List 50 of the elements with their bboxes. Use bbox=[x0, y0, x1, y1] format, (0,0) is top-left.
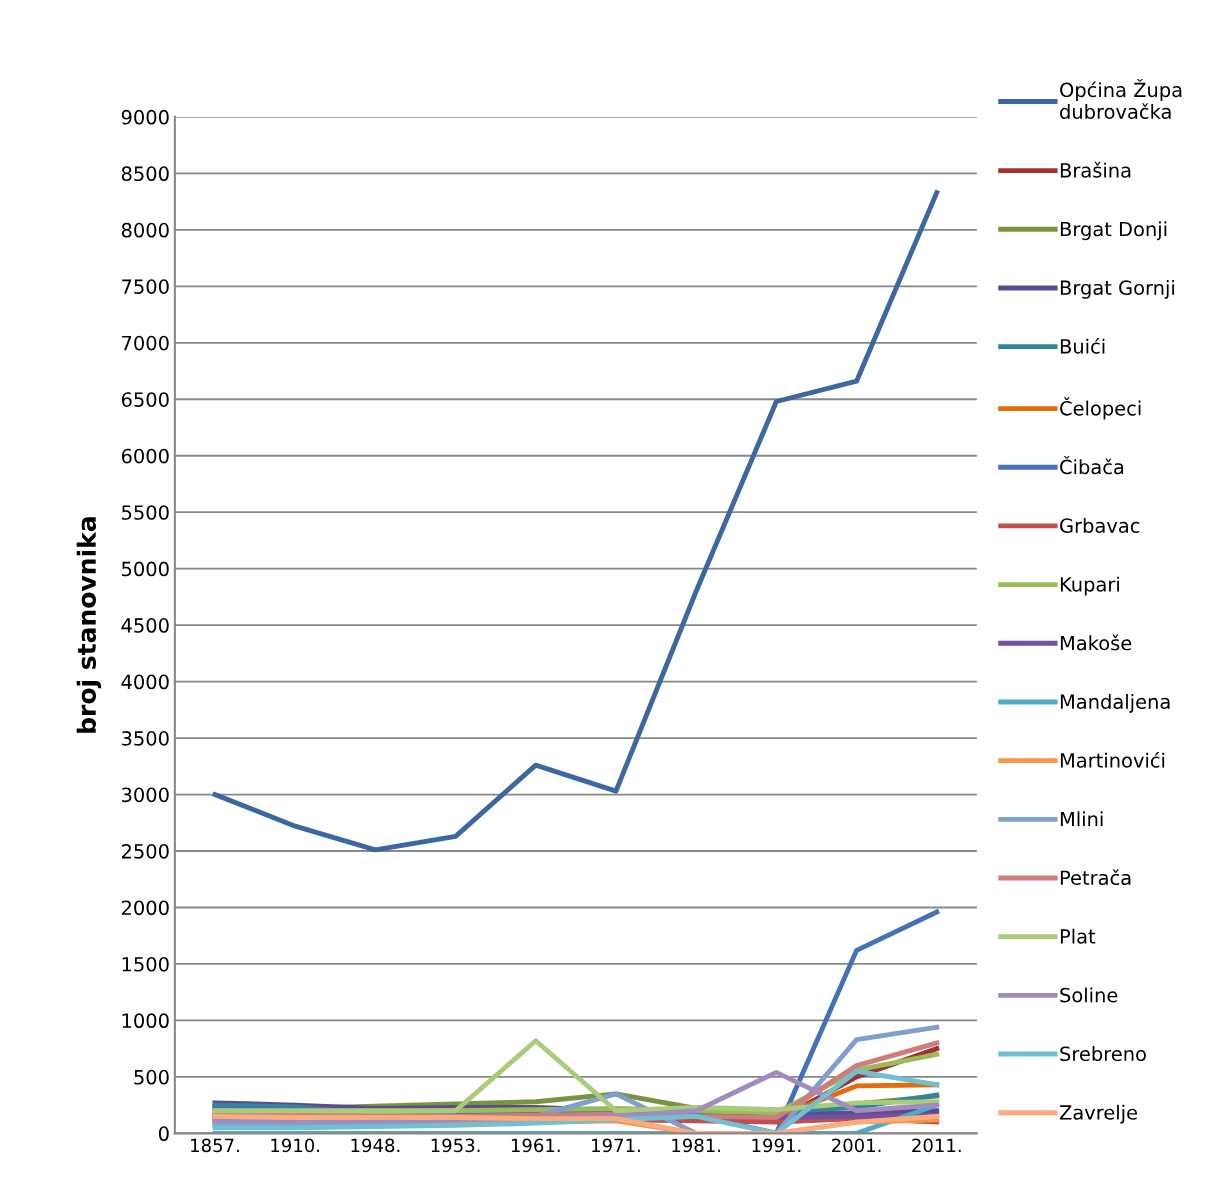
y-tick-label: 2500 bbox=[121, 843, 169, 859]
legend-label: Martinovići bbox=[1060, 751, 1165, 768]
legend-label: Makoše bbox=[1060, 634, 1132, 651]
legend-label: Mandaljena bbox=[1060, 693, 1170, 713]
legend-label: Brgat Donji bbox=[1060, 221, 1167, 241]
y-tick-label: 3000 bbox=[122, 787, 169, 803]
y-axis-title: broj stanovnika bbox=[76, 517, 102, 733]
x-tick-label: 1953. bbox=[431, 1138, 480, 1153]
legend-label: Petrača bbox=[1060, 869, 1131, 886]
legend-label: Srebreno bbox=[1060, 1046, 1146, 1062]
y-tick-label: 1500 bbox=[122, 956, 169, 972]
line-series bbox=[212, 190, 940, 853]
x-tick-label: 2001. bbox=[832, 1138, 881, 1153]
x-tick-label: 1961. bbox=[511, 1138, 560, 1153]
y-tick-label: 5500 bbox=[122, 505, 169, 520]
y-tick-label: 1000 bbox=[122, 1013, 169, 1029]
legend-label: Kupari bbox=[1060, 576, 1119, 596]
x-tick-label: 2011. bbox=[912, 1138, 961, 1153]
x-tick-label: 1991. bbox=[752, 1138, 801, 1153]
legend-label: Buići bbox=[1060, 337, 1105, 354]
x-tick-label: 1910. bbox=[271, 1138, 320, 1153]
y-tick-label: 8500 bbox=[121, 166, 169, 182]
y-tick-label: 500 bbox=[134, 1069, 169, 1085]
y-tick-label: 0 bbox=[158, 1126, 169, 1142]
legend-label: Čelopeci bbox=[1060, 397, 1141, 420]
line-series bbox=[212, 1068, 940, 1134]
y-tick-label: 6500 bbox=[121, 392, 169, 407]
legend-label: Plat bbox=[1060, 928, 1096, 944]
y-tick-label: 7500 bbox=[122, 279, 169, 294]
legend-label: Čibača bbox=[1060, 456, 1124, 475]
x-tick-label: 1948. bbox=[351, 1138, 400, 1153]
legend-label: Soline bbox=[1060, 987, 1118, 1003]
y-tick-label: 9000 bbox=[121, 109, 169, 125]
x-tick-label: 1857. bbox=[191, 1138, 239, 1153]
y-tick-label: 4000 bbox=[121, 674, 169, 690]
legend-label: Brašina bbox=[1060, 161, 1131, 178]
legend-label: Općina Župa dubrovačka bbox=[1060, 78, 1182, 120]
y-tick-label: 4500 bbox=[121, 618, 169, 633]
y-tick-label: 7000 bbox=[122, 335, 169, 351]
legend-label: Mlini bbox=[1060, 811, 1103, 827]
y-tick-label: 8000 bbox=[121, 222, 169, 238]
x-tick-label: 1971. bbox=[592, 1138, 640, 1153]
legend-label: Grbavac bbox=[1060, 517, 1140, 533]
y-tick-label: 3500 bbox=[122, 731, 169, 746]
y-tick-label: 2000 bbox=[121, 900, 169, 916]
legend-label: Zavrelje bbox=[1059, 1104, 1138, 1124]
y-tick-label: 6000 bbox=[121, 448, 169, 464]
legend-label: Brgat Gornji bbox=[1060, 280, 1174, 299]
y-tick-label: 5000 bbox=[122, 561, 169, 577]
x-tick-label: 1981. bbox=[672, 1138, 721, 1153]
